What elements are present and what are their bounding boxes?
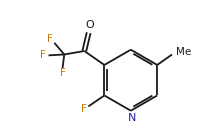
Text: F: F <box>47 34 53 44</box>
Text: F: F <box>40 50 46 60</box>
Text: Me: Me <box>175 47 191 57</box>
Text: F: F <box>60 68 65 78</box>
Text: N: N <box>128 113 136 123</box>
Text: O: O <box>86 20 94 30</box>
Text: F: F <box>81 103 87 114</box>
